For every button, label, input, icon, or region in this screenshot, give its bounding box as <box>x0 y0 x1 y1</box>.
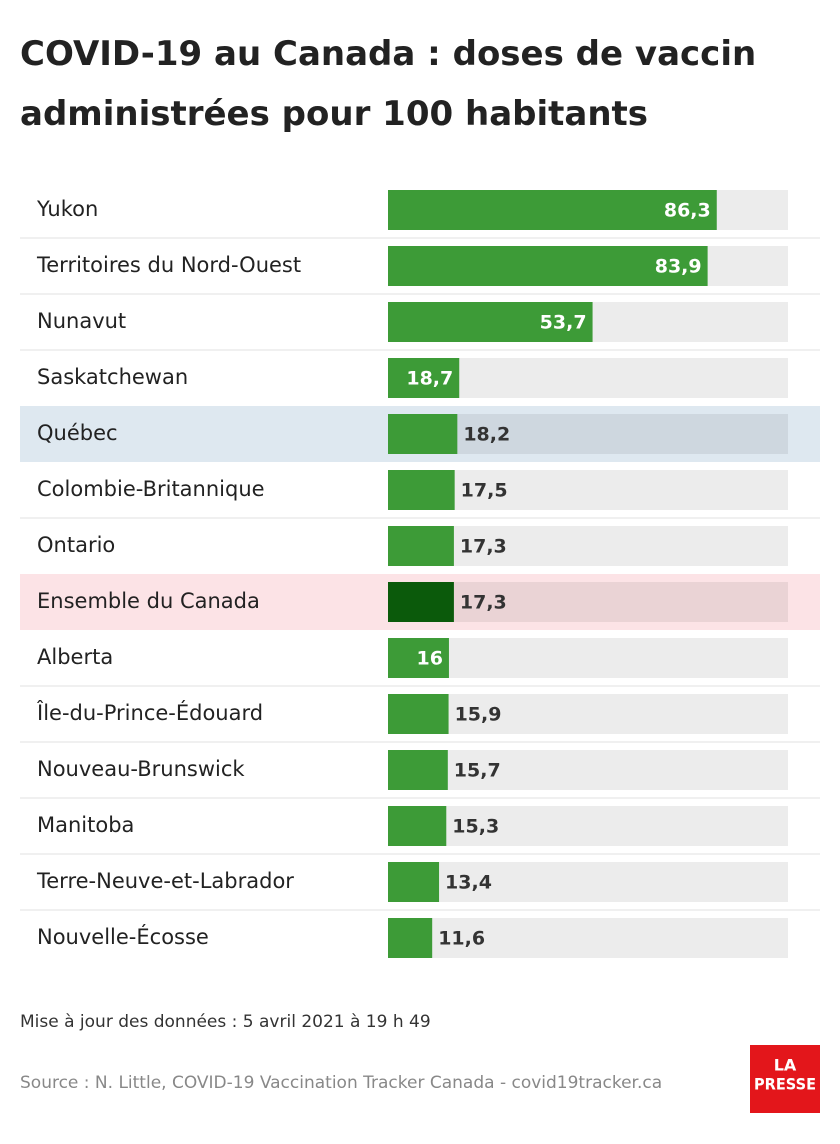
category-label: Saskatchewan <box>37 365 188 389</box>
bar-track <box>388 638 788 678</box>
value-label: 18,7 <box>406 368 453 390</box>
bar <box>388 638 449 678</box>
bar <box>388 526 454 566</box>
category-label: Nouveau-Brunswick <box>37 757 245 781</box>
bar-track <box>388 694 788 734</box>
category-label: Yukon <box>36 197 98 221</box>
value-label: 11,6 <box>438 928 485 950</box>
value-label: 15,3 <box>452 816 499 838</box>
value-label: 16 <box>416 648 442 670</box>
value-label: 13,4 <box>445 872 492 894</box>
bar <box>388 806 447 846</box>
logo-text: PRESSE <box>754 1075 816 1094</box>
bar-track <box>388 862 788 902</box>
value-label: 18,2 <box>463 424 510 446</box>
logo-box <box>750 1045 820 1113</box>
bar <box>388 414 458 454</box>
bar <box>388 862 440 902</box>
value-label: 53,7 <box>540 312 587 334</box>
category-label: Nunavut <box>37 309 126 333</box>
category-label: Territoires du Nord-Ouest <box>36 253 301 277</box>
category-label: Colombie-Britannique <box>37 477 265 501</box>
source: Source : N. Little, COVID-19 Vaccination… <box>20 1073 662 1093</box>
bar <box>388 582 454 622</box>
chart-title: COVID-19 au Canada : doses de vaccin admi… <box>20 34 756 134</box>
note: Mise à jour des données : 5 avril 2021 à… <box>20 1012 431 1032</box>
bar <box>388 694 449 734</box>
category-label: Terre-Neuve-et-Labrador <box>36 869 294 893</box>
bar-track <box>388 750 788 790</box>
category-label: Ensemble du Canada <box>37 589 260 613</box>
logo-text: LA <box>774 1056 797 1075</box>
category-label: Alberta <box>37 645 113 669</box>
bar <box>388 302 593 342</box>
bar <box>388 918 433 958</box>
category-label: Québec <box>37 421 118 445</box>
bar-track <box>388 806 788 846</box>
bar-track <box>388 582 788 622</box>
value-label: 83,9 <box>655 256 702 278</box>
bar <box>388 246 708 286</box>
bar <box>388 358 460 398</box>
bar-track <box>388 918 788 958</box>
bar <box>388 750 448 790</box>
value-label: 86,3 <box>664 200 711 222</box>
category-label: Manitoba <box>37 813 134 837</box>
value-label: 15,7 <box>454 760 501 782</box>
bar <box>388 190 717 230</box>
value-label: 17,5 <box>461 480 508 502</box>
value-label: 17,3 <box>460 592 507 614</box>
value-label: 15,9 <box>455 704 502 726</box>
bar-track <box>388 526 788 566</box>
bar <box>388 470 455 510</box>
category-label: Île-du-Prince-Édouard <box>36 700 263 725</box>
category-label: Ontario <box>37 533 115 557</box>
category-label: Nouvelle-Écosse <box>37 924 209 949</box>
value-label: 17,3 <box>460 536 507 558</box>
